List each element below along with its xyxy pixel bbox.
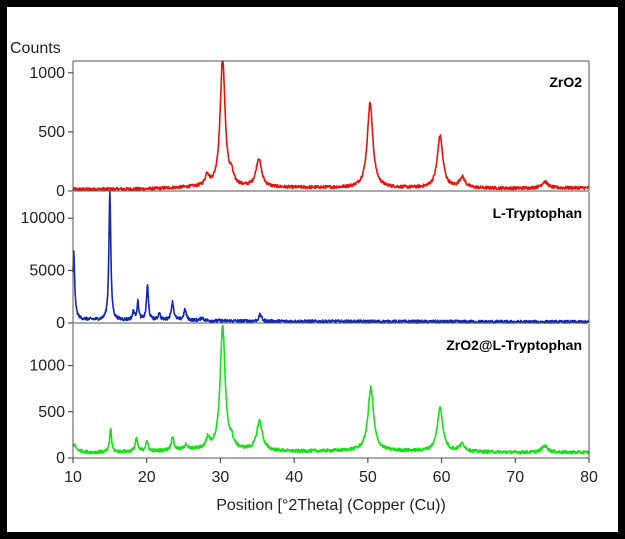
x-tick-label: 70 xyxy=(506,469,524,486)
y-tick-label: 5000 xyxy=(29,263,65,280)
panel-label: ZrO2 xyxy=(549,74,582,90)
xrd-series-line xyxy=(72,191,590,324)
x-tick-label: 60 xyxy=(433,469,451,486)
y-tick-label: 0 xyxy=(56,183,65,200)
xrd-series-line xyxy=(72,324,590,455)
y-tick-label: 0 xyxy=(56,315,65,332)
x-tick-label: 10 xyxy=(64,469,82,486)
xrd-series-line xyxy=(72,60,590,192)
y-tick-label: 10000 xyxy=(21,210,66,227)
panel-label: ZrO2@L-Tryptophan xyxy=(446,337,582,353)
panel-label: L-Tryptophan xyxy=(493,205,582,221)
x-tick-label: 30 xyxy=(212,469,230,486)
y-tick-label: 500 xyxy=(38,124,65,141)
x-tick-label: 80 xyxy=(580,469,598,486)
x-tick-label: 50 xyxy=(359,469,377,486)
y-tick-label: 500 xyxy=(38,404,65,421)
y-tick-label: 0 xyxy=(56,450,65,467)
y-tick-label: 1000 xyxy=(29,65,65,82)
x-tick-label: 40 xyxy=(285,469,303,486)
y-tick-label: 1000 xyxy=(29,358,65,375)
x-tick-label: 20 xyxy=(138,469,156,486)
x-axis-title: Position [°2Theta] (Copper (Cu)) xyxy=(216,497,446,514)
y-axis-title: Counts xyxy=(10,40,61,57)
